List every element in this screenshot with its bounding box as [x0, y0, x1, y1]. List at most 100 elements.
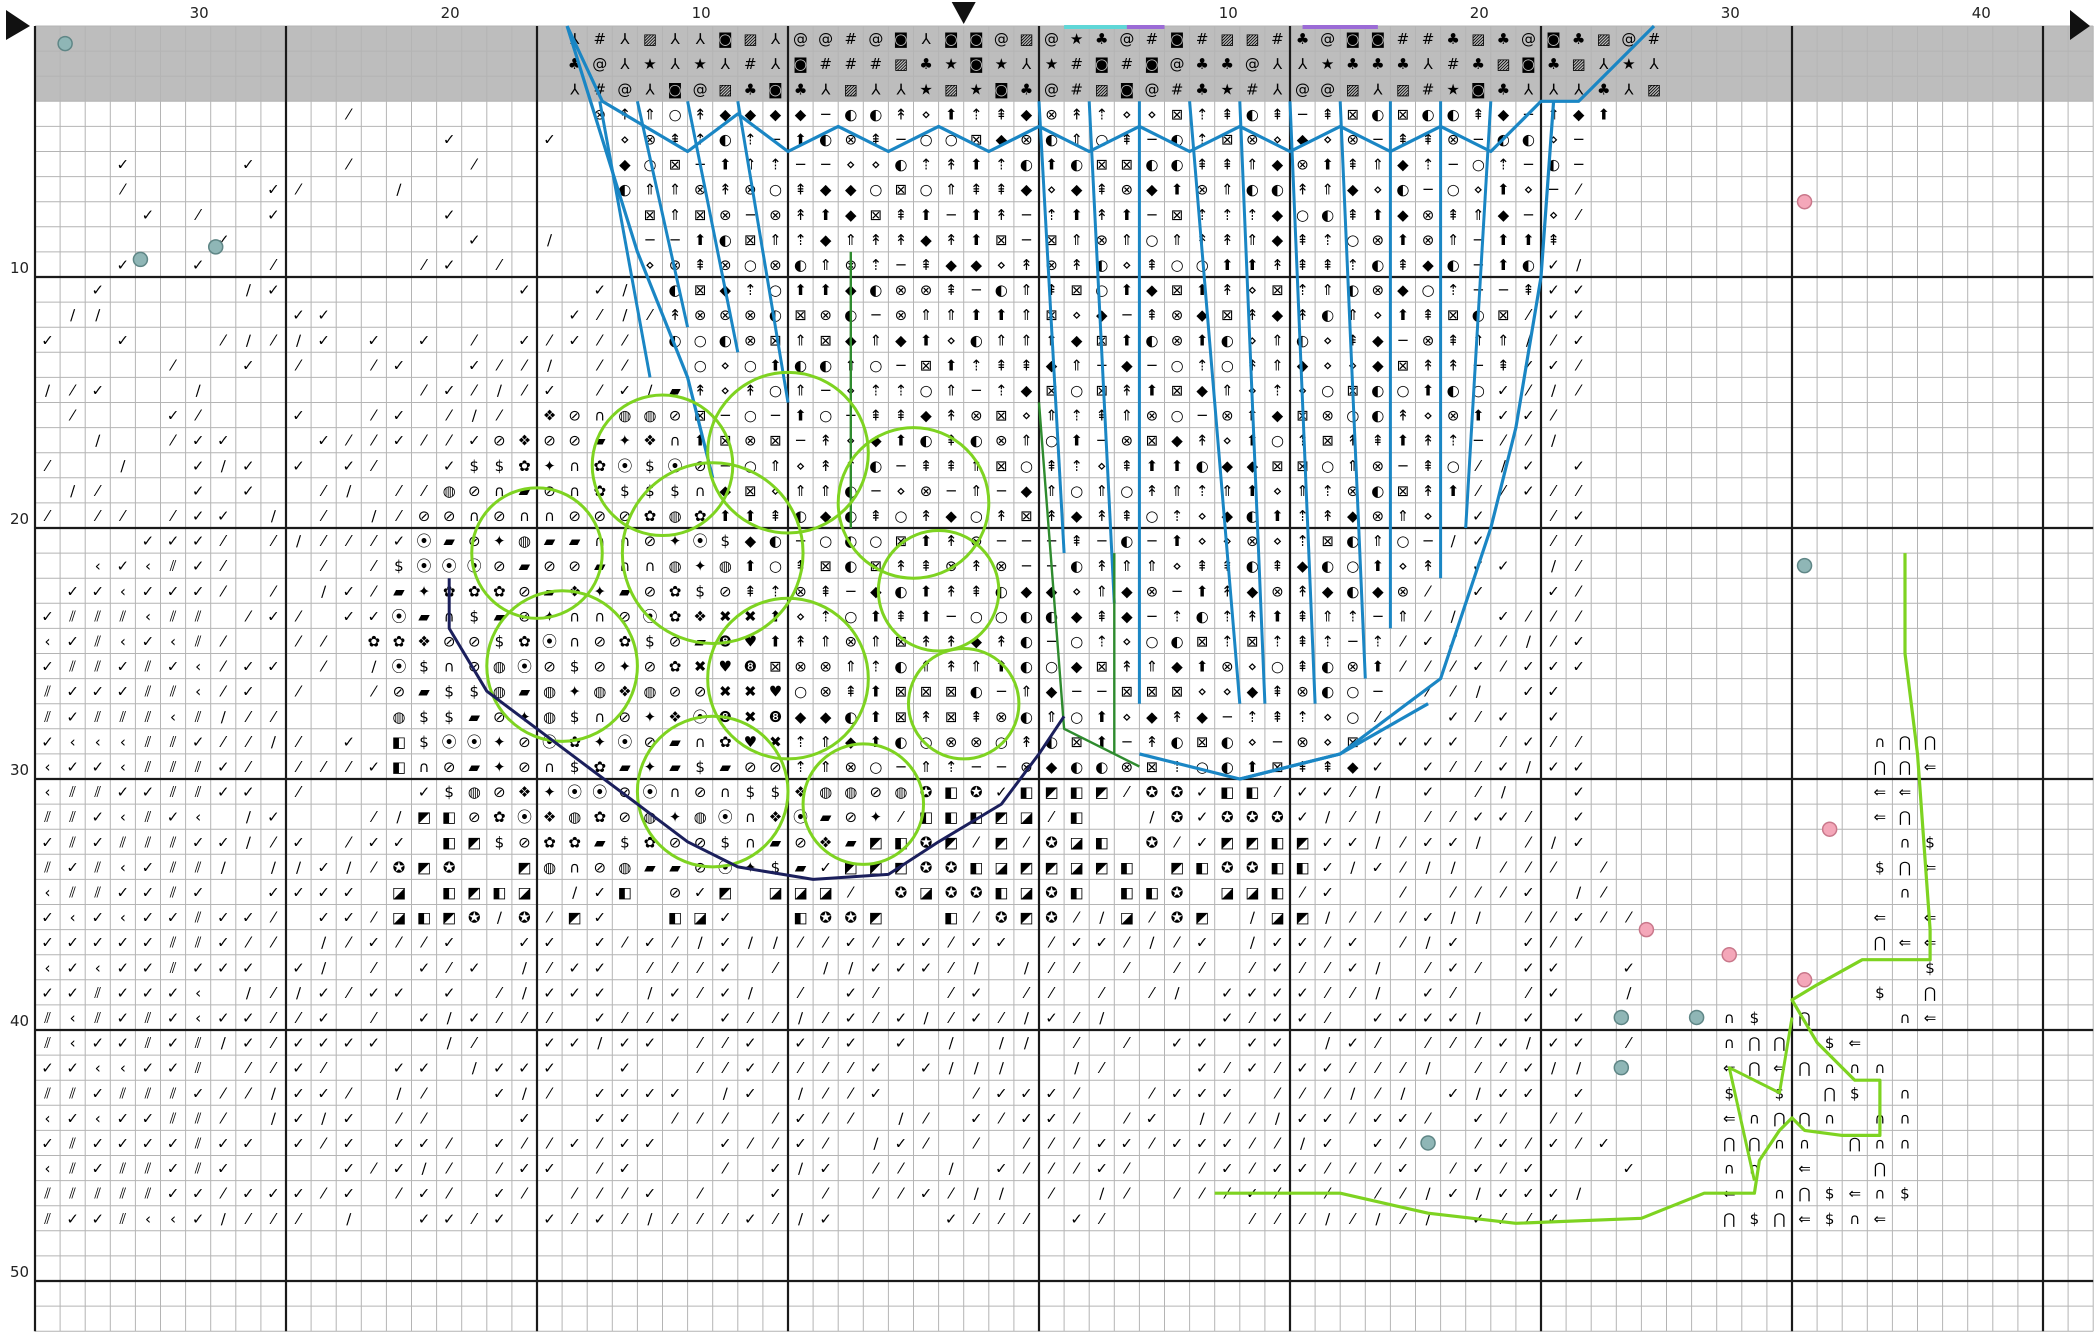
stitch-symbol: ∕ — [1451, 909, 1457, 927]
stitch-symbol: ⫽ — [169, 607, 177, 625]
stitch-symbol: ⊗ — [744, 331, 757, 349]
stitch-symbol: ◧ — [969, 858, 983, 876]
stitch-symbol: ✓ — [342, 582, 355, 600]
stitch-symbol: ⇞ — [1271, 708, 1284, 726]
rose-petal-outline — [470, 486, 604, 620]
stitch-symbol: ⁄ — [420, 1109, 429, 1127]
stitch-symbol: ◙ — [718, 30, 733, 48]
stitch-symbol: ✓ — [1196, 1134, 1209, 1152]
stitch-symbol: ⋂ — [1874, 758, 1886, 776]
stitch-symbol: ◆ — [1247, 582, 1259, 600]
stitch-symbol: ⇞ — [1146, 306, 1159, 324]
stitch-symbol: ⁄ — [294, 1009, 303, 1027]
stitch-symbol: $ — [645, 632, 655, 650]
stitch-symbol: ✓ — [317, 331, 330, 349]
stitch-symbol: ⇐ — [1924, 758, 1937, 776]
stitch-symbol: ⫽ — [194, 758, 202, 776]
stitch-symbol: ⇞ — [1296, 658, 1309, 676]
stitch-symbol: ∩ — [544, 507, 555, 525]
stitch-symbol: ⇑ — [1321, 281, 1334, 299]
stitch-symbol: $ — [570, 658, 580, 676]
stitch-symbol: ⬆ — [1070, 206, 1083, 224]
stitch-symbol: ✓ — [719, 959, 732, 977]
stitch-symbol: ⁄ — [470, 381, 479, 399]
stitch-symbol: ◙ — [969, 30, 984, 48]
stitch-symbol: ⁄ — [1549, 507, 1558, 525]
stitch-symbol: ▰ — [519, 683, 531, 701]
stitch-symbol: ♣ — [1195, 55, 1208, 73]
stitch-symbol: ─ — [1096, 532, 1107, 550]
stitch-symbol: ‹ — [120, 632, 126, 650]
stitch-symbol: ⫽ — [194, 1134, 202, 1152]
stitch-symbol: ─ — [1372, 607, 1383, 625]
stitch-symbol: ✪ — [468, 909, 481, 927]
stitch-symbol: ✓ — [1372, 1134, 1385, 1152]
stitch-symbol: ⁄ — [370, 582, 379, 600]
stitch-symbol: ↟ — [1070, 105, 1083, 123]
stitch-symbol: ⇑ — [1397, 507, 1410, 525]
stitch-symbol: ▰ — [468, 758, 480, 776]
stitch-symbol: ⁄ — [1323, 1084, 1332, 1102]
stitch-symbol: ✓ — [41, 331, 54, 349]
stitch-symbol: ⊠ — [945, 683, 958, 701]
stitch-symbol: ‹ — [95, 1109, 101, 1127]
stitch-symbol: ❖ — [693, 607, 706, 625]
stitch-symbol: ✓ — [66, 758, 79, 776]
stitch-symbol: ✓ — [1522, 1059, 1535, 1077]
stitch-symbol: ✓ — [1547, 1134, 1560, 1152]
stitch-symbol: ❽ — [744, 658, 757, 676]
stitch-symbol: ✓ — [518, 1160, 531, 1178]
stitch-symbol: ⁄ — [1273, 1134, 1282, 1152]
stitch-symbol: ∕ — [221, 1210, 227, 1228]
stitch-symbol: ⊠ — [1070, 281, 1083, 299]
stitch-symbol: ✓ — [493, 1059, 506, 1077]
stitch-symbol: ✓ — [66, 1109, 79, 1127]
stitch-symbol: ⇡ — [1095, 632, 1108, 650]
stitch-symbol: ⅄ — [644, 80, 655, 98]
stitch-symbol: ─ — [1523, 156, 1534, 174]
stitch-symbol: ◆ — [1498, 105, 1510, 123]
stitch-symbol: ∩ — [419, 758, 430, 776]
stitch-symbol: ⊠ — [1171, 281, 1184, 299]
stitch-symbol: ◩ — [1220, 833, 1234, 851]
stitch-symbol: ⋄ — [871, 156, 880, 174]
stitch-symbol: ⇑ — [644, 181, 657, 199]
stitch-symbol: # — [593, 80, 606, 98]
rose-petal-outline — [635, 714, 790, 869]
stitch-symbol: ⁄ — [319, 482, 328, 500]
stitch-symbol: ∕ — [773, 934, 779, 952]
stitch-symbol: ⁄ — [1123, 959, 1132, 977]
stitch-symbol: ✓ — [995, 1084, 1008, 1102]
stitch-symbol: ○ — [794, 683, 807, 701]
stitch-symbol: ⋂ — [1924, 733, 1936, 751]
stitch-symbol: ⊘ — [669, 883, 682, 901]
ribbon-fold — [635, 100, 690, 328]
stitch-symbol: ↟ — [1221, 231, 1234, 249]
stitch-symbol: ✓ — [819, 1160, 832, 1178]
stitch-symbol: ✓ — [794, 1109, 807, 1127]
stitch-symbol: ✓ — [91, 1134, 104, 1152]
stitch-symbol: ⊗ — [844, 632, 857, 650]
stitch-symbol: ∕ — [497, 381, 503, 399]
stitch-symbol: ‹ — [70, 1034, 76, 1052]
stitch-symbol: ⊗ — [1296, 683, 1309, 701]
stitch-symbol: ∩ — [1749, 1109, 1760, 1127]
stitch-symbol: ▰ — [619, 758, 631, 776]
stitch-symbol: ◧ — [618, 883, 632, 901]
stitch-symbol: ⇑ — [1121, 407, 1134, 425]
stitch-symbol: ⬆ — [870, 733, 883, 751]
stitch-symbol: ✓ — [1296, 808, 1309, 826]
stitch-symbol: ∩ — [1724, 1034, 1735, 1052]
stitch-symbol: ⬆ — [819, 206, 832, 224]
stitch-symbol: ⇑ — [995, 331, 1008, 349]
stitch-symbol: ⁄ — [771, 959, 780, 977]
stitch-symbol: ⇡ — [995, 156, 1008, 174]
stitch-symbol: ⫽ — [93, 1009, 101, 1027]
stitch-symbol: ⬆ — [1121, 281, 1134, 299]
stitch-symbol: ‹ — [145, 607, 151, 625]
stitch-symbol: ◩ — [718, 883, 732, 901]
stitch-symbol: $ — [1750, 1009, 1760, 1027]
stitch-symbol: ◆ — [770, 105, 782, 123]
stitch-symbol: ✓ — [1572, 507, 1585, 525]
stitch-symbol: ∩ — [1724, 1160, 1735, 1178]
